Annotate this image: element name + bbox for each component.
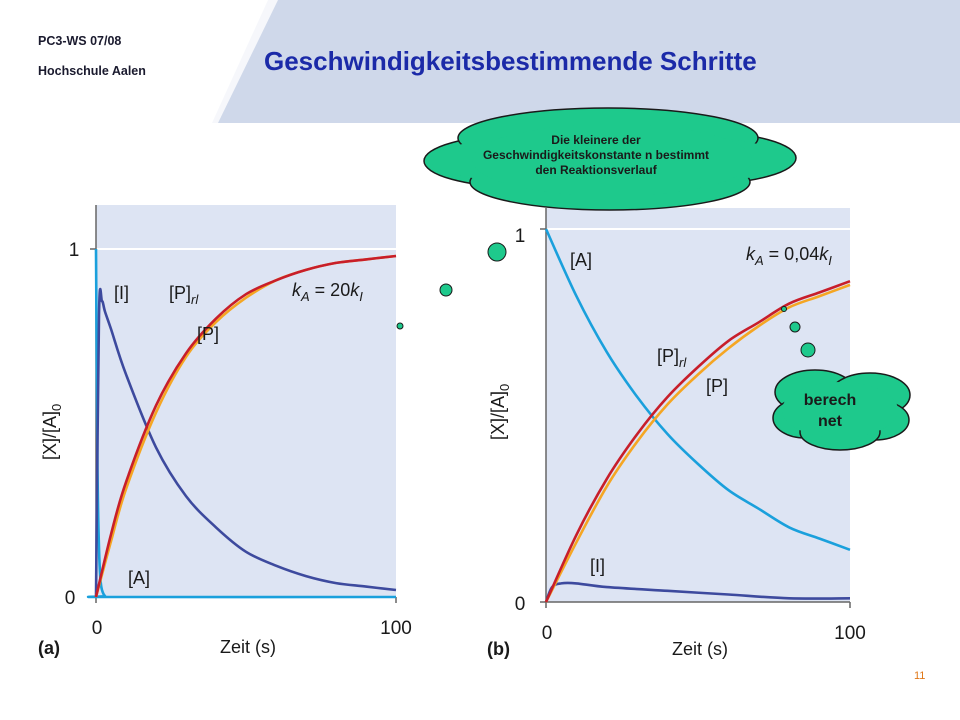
y-axis-label-b: [X]/[A]0 bbox=[488, 384, 512, 440]
panel-label-a: (a) bbox=[38, 638, 60, 658]
series-group-a bbox=[87, 248, 397, 599]
series-line-p-b bbox=[544, 283, 851, 603]
chart-panel-a: 1 0 0 100 Zeit (s) (a) [X]/[A]0 kA = 20k… bbox=[38, 205, 412, 658]
thought-cloud-text: Die kleinere der Geschwindigkeitskonstan… bbox=[482, 133, 710, 177]
berechnet-cloud bbox=[772, 369, 911, 451]
series-label-P-b: [P] bbox=[706, 376, 728, 396]
x-tick-label-0-b: 0 bbox=[542, 623, 553, 644]
berechnet-text: berech net bbox=[803, 392, 857, 430]
x-axis-label-b: Zeit (s) bbox=[672, 639, 728, 659]
series-label-I-b: [I] bbox=[590, 556, 605, 576]
plot-area-a bbox=[96, 205, 396, 597]
thought-cloud bbox=[423, 107, 797, 211]
y-tick-label-1-b: 1 bbox=[515, 226, 526, 247]
series-label-A-b: [A] bbox=[570, 250, 592, 270]
course-label: PC3-WS 07/08 bbox=[38, 34, 122, 48]
series-line-i-a bbox=[94, 287, 397, 598]
berechnet-dot-medium bbox=[789, 321, 801, 333]
thought-dot-medium bbox=[439, 283, 453, 297]
x-tick-label-100-b: 100 bbox=[834, 623, 866, 644]
berechnet-dot-small bbox=[781, 306, 787, 312]
thought-dot-small bbox=[396, 322, 404, 330]
y-tick-label-1-a: 1 bbox=[69, 240, 80, 261]
annotation-ka-b: kA = 0,04kI bbox=[746, 244, 832, 268]
y-tick-label-0-b: 0 bbox=[515, 594, 526, 615]
header-bar: PC3-WS 07/08 Hochschule Aalen Geschwindi… bbox=[0, 0, 960, 123]
series-label-I-a: [I] bbox=[114, 283, 129, 303]
y-axis-label-a: [X]/[A]0 bbox=[40, 404, 64, 460]
annotation-ka-a: kA = 20kI bbox=[292, 280, 363, 304]
school-label: Hochschule Aalen bbox=[38, 64, 146, 78]
thought-dot-large bbox=[487, 242, 507, 262]
series-label-P-a: [P] bbox=[197, 324, 219, 344]
y-tick-label-0-a: 0 bbox=[65, 588, 76, 609]
slide-title: Geschwindigkeitsbestimmende Schritte bbox=[264, 46, 757, 76]
series-line-a-b bbox=[544, 228, 851, 552]
series-line-prl-a bbox=[94, 254, 397, 598]
series-line-prl-b bbox=[544, 279, 851, 603]
berechnet-dot-large bbox=[800, 342, 816, 358]
panel-label-b: (b) bbox=[487, 639, 510, 659]
x-tick-label-100-a: 100 bbox=[380, 618, 412, 639]
page-number: 11 bbox=[914, 670, 926, 682]
x-tick-label-0-a: 0 bbox=[92, 618, 103, 639]
series-label-A-a: [A] bbox=[128, 568, 150, 588]
series-group-b bbox=[544, 228, 851, 603]
x-axis-label-a: Zeit (s) bbox=[220, 637, 276, 657]
header-decoration bbox=[206, 0, 330, 123]
